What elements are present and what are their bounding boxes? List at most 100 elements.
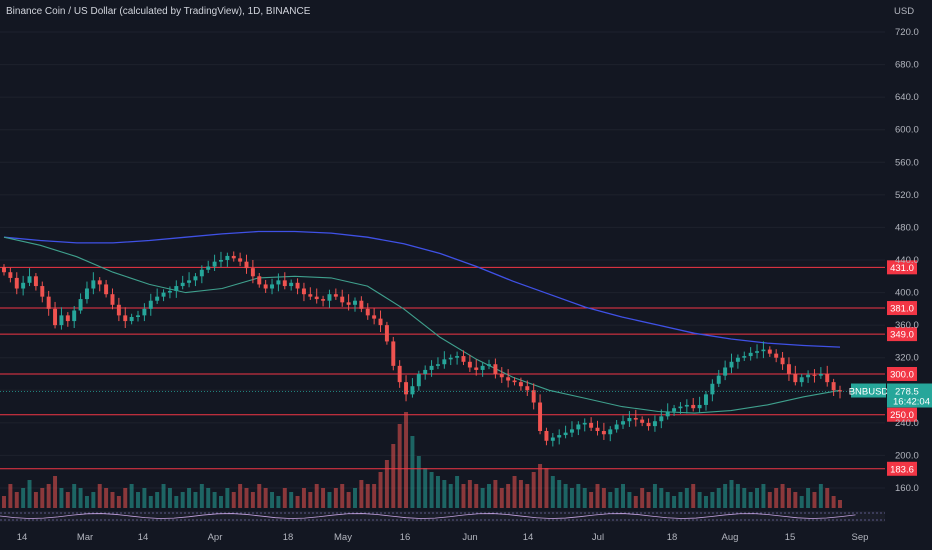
volume-bar	[735, 484, 740, 508]
candle-body	[550, 437, 555, 441]
price-axis[interactable]: USD160.0200.0240.0280.0320.0360.0400.044…	[894, 6, 919, 494]
x-tick-label: 16	[400, 532, 411, 543]
volume-bar	[46, 484, 51, 508]
candle-body	[218, 260, 223, 262]
volume-bar	[187, 488, 192, 508]
volume-bar	[397, 424, 402, 508]
volume-bar	[646, 492, 651, 508]
volume-bar	[455, 476, 460, 508]
volume-bar	[780, 484, 785, 508]
candle-body	[461, 356, 466, 362]
volume-bar	[410, 436, 415, 508]
candle-body	[244, 261, 249, 269]
candle-body	[576, 424, 581, 430]
candle-body	[806, 374, 811, 378]
volume-bar	[608, 492, 613, 508]
volume-bar	[340, 484, 345, 508]
candle-body	[665, 411, 670, 417]
candle-body	[748, 352, 753, 357]
volume-bar	[576, 484, 581, 508]
candle-body	[723, 367, 728, 376]
volume-bar	[8, 484, 13, 508]
volume-bar	[672, 496, 677, 508]
candle-body	[282, 280, 287, 287]
volume-bar	[557, 480, 562, 508]
x-tick-label: Aug	[722, 532, 739, 543]
price-tag	[887, 383, 932, 408]
candle-body	[59, 315, 64, 326]
volume-bar	[665, 492, 670, 508]
candle-body	[33, 276, 38, 287]
volume-bar	[544, 468, 549, 508]
x-tick-label: 14	[523, 532, 534, 543]
candle-body	[72, 310, 77, 322]
chart-grid	[0, 31, 885, 489]
candle-body	[557, 435, 562, 438]
volume-bar	[65, 492, 70, 508]
candle-body	[384, 325, 389, 342]
volume-bar	[716, 488, 721, 508]
time-axis[interactable]: 14 Mar 14 Apr 18 May 16 Jun 14 Jul 18 Aug 15 Sep	[17, 532, 869, 543]
level-label-box	[887, 367, 917, 381]
candle-body	[467, 361, 472, 368]
price-tag-value: 278.5	[895, 387, 919, 398]
volume-bar	[97, 484, 102, 508]
candle-body	[774, 353, 779, 358]
volume-bar	[238, 484, 243, 508]
level-label-box	[887, 260, 917, 275]
volume-bar	[27, 480, 32, 508]
candle-body	[499, 374, 504, 378]
y-tick-label: 360.0	[895, 320, 919, 331]
volume-bar	[825, 488, 830, 508]
candle-body	[180, 282, 185, 287]
candle-body	[742, 356, 747, 358]
volume-bar	[448, 484, 453, 508]
volume-bar	[91, 492, 96, 508]
x-tick-label: Jun	[462, 532, 477, 543]
candle-body	[518, 382, 523, 387]
candle-body	[2, 267, 6, 273]
volume-bar	[621, 484, 626, 508]
volume-bar	[295, 496, 300, 508]
candle-body	[755, 351, 760, 353]
volume-bar	[308, 492, 313, 508]
x-tick-label: Jul	[592, 532, 604, 543]
volume-bar	[314, 484, 319, 508]
volume-bar	[831, 496, 836, 508]
candle-body	[123, 315, 128, 322]
candle-body	[314, 296, 319, 300]
candle-body	[231, 255, 236, 259]
volume-bar	[359, 480, 364, 508]
volume-bar	[723, 484, 728, 508]
candle-body	[333, 294, 338, 297]
candle-body	[614, 424, 619, 430]
volume-bar	[270, 492, 275, 508]
volume-bar	[435, 476, 440, 508]
candle-body	[582, 422, 587, 425]
level-label: 381.0	[890, 304, 914, 315]
candle-body	[289, 282, 294, 287]
candle-body	[161, 292, 166, 297]
y-tick-label: 440.0	[895, 255, 919, 266]
level-label: 300.0	[890, 370, 914, 381]
volume-bar	[684, 488, 689, 508]
candle-body	[21, 282, 26, 289]
candle-body	[652, 421, 657, 427]
volume-bar	[767, 492, 772, 508]
horizontal-levels[interactable]: 431.0 381.0 349.0 300.0 250.0 183.6	[0, 260, 917, 476]
volume-bar	[487, 484, 491, 508]
volume-bar	[53, 476, 58, 508]
candle-body	[601, 431, 606, 435]
candle-body	[391, 341, 396, 366]
price-tag-countdown: 16:42:04	[893, 397, 930, 408]
y-tick-label: 720.0	[895, 27, 919, 38]
candle-body	[346, 302, 351, 305]
volume-bar	[512, 476, 517, 508]
volume-bar	[155, 492, 160, 508]
volume-bars	[2, 412, 842, 508]
volume-bar	[110, 492, 115, 508]
volume-bar	[429, 472, 434, 508]
y-tick-label: 520.0	[895, 190, 919, 201]
volume-bar	[518, 480, 523, 508]
